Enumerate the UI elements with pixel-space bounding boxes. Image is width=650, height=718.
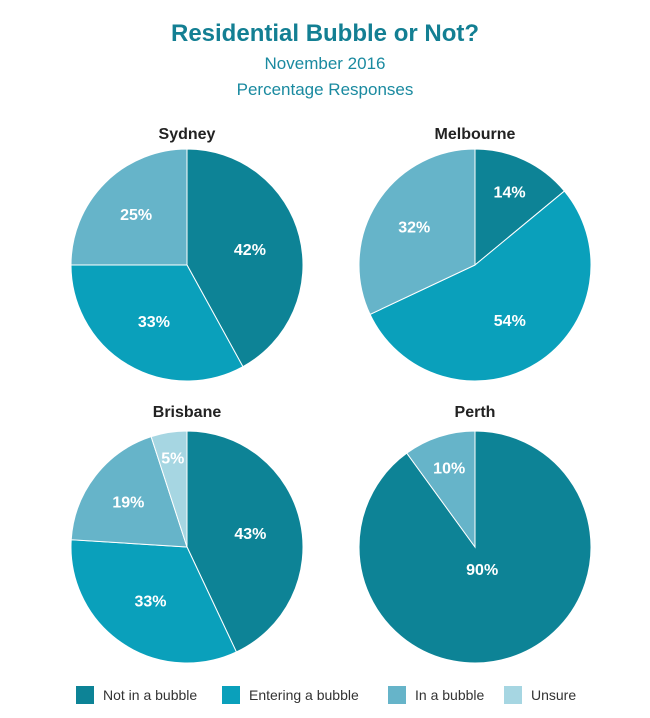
pie-label-perth-not-in-a-bubble: 90% xyxy=(466,562,498,579)
pie-slice-perth-in-a-bubble xyxy=(406,430,476,549)
pie-title-sydney: Sydney xyxy=(159,126,216,143)
legend-item-unsure: Unsure xyxy=(504,686,576,704)
pie-label-melbourne-in-a-bubble: 32% xyxy=(398,219,430,236)
pie-slice-brisbane-in-a-bubble xyxy=(70,436,188,548)
pie-label-sydney-entering-a-bubble: 33% xyxy=(138,314,170,331)
pie-slice-melbourne-entering-a-bubble xyxy=(369,190,592,382)
pie-label-melbourne-not-in-a-bubble: 14% xyxy=(494,185,526,202)
pie-title-brisbane: Brisbane xyxy=(153,404,222,421)
pie-label-sydney-in-a-bubble: 25% xyxy=(120,207,152,224)
pie-label-brisbane-entering-a-bubble: 33% xyxy=(134,594,166,611)
pie-slice-brisbane-not-in-a-bubble xyxy=(186,430,304,653)
legend-item-in-bubble: In a bubble xyxy=(388,686,484,704)
pie-charts: Sydney 42% 33% 25% Melbourne 14% 54% 32% Brisban… xyxy=(70,126,592,664)
pie-label-sydney-not-in-a-bubble: 42% xyxy=(234,242,266,259)
legend-label-entering-bubble: Entering a bubble xyxy=(249,687,359,703)
pie-slice-sydney-in-a-bubble xyxy=(70,148,188,266)
pie-slice-melbourne-not-in-a-bubble xyxy=(474,148,566,267)
legend-swatch-entering-bubble xyxy=(222,686,240,704)
pie-slice-sydney-entering-a-bubble xyxy=(70,264,244,382)
legend-swatch-in-bubble xyxy=(388,686,406,704)
chart-title: Residential Bubble or Not? xyxy=(170,20,479,47)
legend: Not in a bubble Entering a bubble In a b… xyxy=(0,686,650,710)
legend-item-entering-bubble: Entering a bubble xyxy=(222,686,359,704)
pie-label-brisbane-in-a-bubble: 19% xyxy=(112,494,144,511)
legend-label-not-in-bubble: Not in a bubble xyxy=(103,687,198,703)
legend-label-unsure: Unsure xyxy=(531,687,577,703)
pie-title-perth: Perth xyxy=(455,404,496,421)
legend-label-in-bubble: In a bubble xyxy=(415,687,485,703)
legend-swatch-unsure xyxy=(504,686,522,704)
legend-item-not-in-bubble: Not in a bubble xyxy=(76,686,197,704)
legend-swatch-not-in-bubble xyxy=(76,686,94,704)
pie-title-melbourne: Melbourne xyxy=(435,126,516,143)
pie-label-brisbane-unsure: 5% xyxy=(161,451,184,468)
chart-subtitle-units: Percentage Responses xyxy=(236,80,414,99)
pie-slice-brisbane-entering-a-bubble xyxy=(70,539,238,664)
pie-label-perth-in-a-bubble: 10% xyxy=(433,461,465,478)
pie-slice-sydney-not-in-a-bubble xyxy=(186,148,304,368)
chart-subtitle-date: November 2016 xyxy=(264,54,386,73)
pie-slice-brisbane-unsure xyxy=(150,430,188,548)
pie-slice-melbourne-in-a-bubble xyxy=(358,148,476,316)
pie-label-brisbane-not-in-a-bubble: 43% xyxy=(234,526,266,543)
pie-label-melbourne-entering-a-bubble: 54% xyxy=(494,313,526,330)
